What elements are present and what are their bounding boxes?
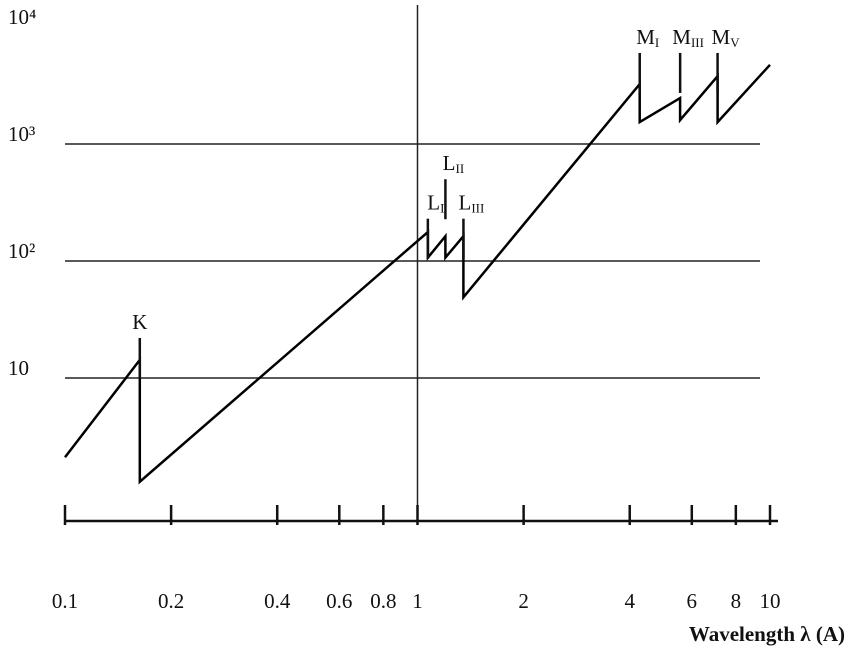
x-tick-label: 0.8 bbox=[370, 589, 396, 613]
x-tick-label: 4 bbox=[624, 589, 635, 613]
edge-label: K bbox=[132, 310, 147, 334]
y-tick-label: 10⁴ bbox=[8, 5, 36, 29]
x-tick-label: 0.6 bbox=[326, 589, 352, 613]
edge-label-main: M bbox=[672, 25, 691, 49]
y-tick-label: 10² bbox=[8, 239, 35, 263]
x-tick-label: 2 bbox=[518, 589, 529, 613]
edge-label-sub: II bbox=[455, 161, 464, 176]
edge-label-main: L bbox=[459, 191, 472, 215]
x-tick-label: 1 bbox=[412, 589, 423, 613]
edge-label-main: M bbox=[712, 25, 731, 49]
x-tick-label: 0.1 bbox=[52, 589, 78, 613]
edge-label-sub: I bbox=[655, 35, 659, 50]
edge-label: MI bbox=[636, 25, 659, 50]
edge-label: LI bbox=[427, 191, 444, 216]
data-line bbox=[64, 63, 771, 485]
edge-label-main: M bbox=[636, 25, 655, 49]
x-axis-label: Wavelength λ (A) bbox=[689, 622, 845, 646]
edge-label-sub: I bbox=[440, 201, 444, 216]
x-tick-label: 8 bbox=[731, 589, 742, 613]
x-tick-label: 0.4 bbox=[264, 589, 291, 613]
edge-label-main: K bbox=[132, 310, 147, 334]
x-tick-label: 10 bbox=[760, 589, 781, 613]
x-tick-label: 0.2 bbox=[158, 589, 184, 613]
edge-label-sub: V bbox=[730, 35, 740, 50]
x-tick-label: 6 bbox=[687, 589, 698, 613]
y-tick-label: 10³ bbox=[8, 122, 35, 146]
edge-label: LII bbox=[443, 151, 465, 176]
y-tick-label: 10 bbox=[8, 356, 29, 380]
edge-label-main: L bbox=[443, 151, 456, 175]
edge-label: MV bbox=[712, 25, 741, 50]
edge-label: LIII bbox=[459, 191, 485, 216]
edge-label: MIII bbox=[672, 25, 704, 50]
edge-label-sub: III bbox=[471, 201, 484, 216]
edge-label-sub: III bbox=[691, 35, 704, 50]
edge-label-main: L bbox=[427, 191, 440, 215]
